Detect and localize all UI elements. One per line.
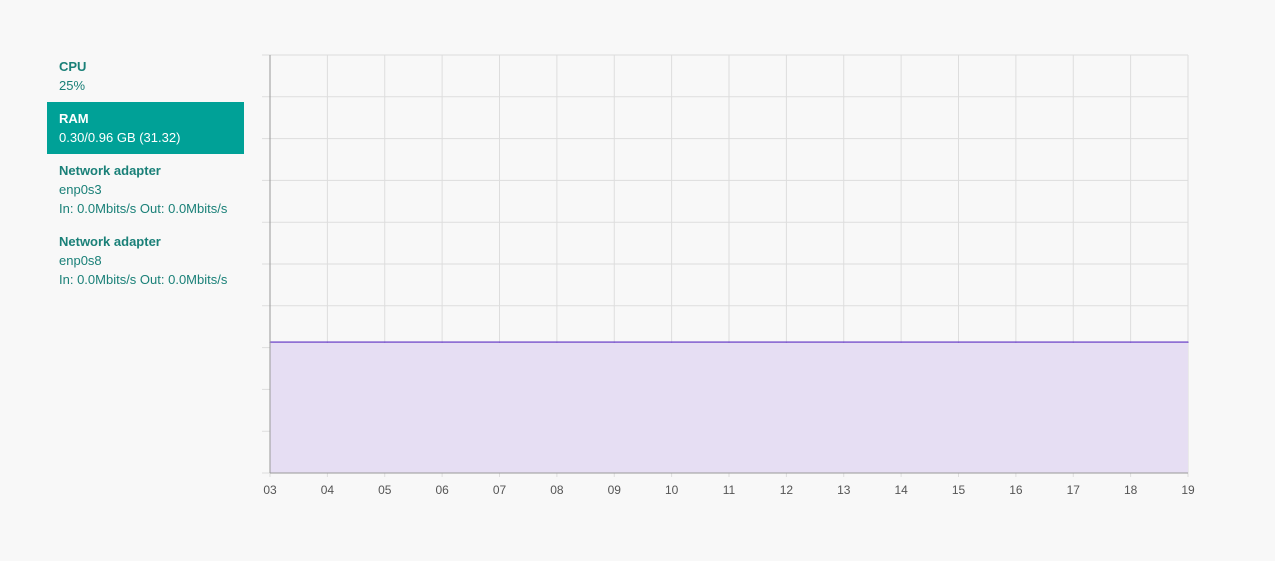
resource-sidebar: CPU 25% RAM 0.30/0.96 GB (31.32) Network… [47,50,244,296]
series-point [728,341,730,343]
sidebar-item-title: Network adapter [59,163,161,178]
series-point [785,341,787,343]
series-point [900,341,902,343]
x-tick-label: 13 [837,483,851,497]
sidebar-item-value: 25% [59,78,86,93]
sidebar-item-ram[interactable]: RAM 0.30/0.96 GB (31.32) [47,102,244,154]
series-point [1130,341,1132,343]
series-point [441,341,443,343]
sidebar-item-title: Network adapter [59,234,161,249]
x-tick-label: 17 [1067,483,1081,497]
sidebar-item-throughput: In: 0.0Mbits/s Out: 0.0Mbits/s [59,201,228,216]
series-point [1187,341,1189,343]
x-tick-label: 16 [1009,483,1023,497]
series-point [957,341,960,343]
x-tick-label: 04 [321,483,335,497]
sidebar-item-title: CPU [59,59,87,74]
x-tick-label: 12 [780,483,794,497]
x-tick-label: 08 [550,483,564,497]
sidebar-item-throughput: In: 0.0Mbits/s Out: 0.0Mbits/s [59,272,228,287]
x-tick-label: 06 [435,483,449,497]
x-tick-label: 10 [665,483,679,497]
sidebar-item-interface: enp0s8 [59,253,102,268]
x-tick-label: 03 [263,483,277,497]
sidebar-item-network-enp0s8[interactable]: Network adapter enp0s8 In: 0.0Mbits/s Ou… [47,225,244,296]
series-point [498,341,501,343]
chart-series [269,341,1189,473]
x-tick-label: 15 [952,483,966,497]
x-tick-label: 11 [723,483,736,497]
series-point [384,341,386,343]
x-tick-label: 18 [1124,483,1138,497]
sidebar-item-network-enp0s3[interactable]: Network adapter enp0s3 In: 0.0Mbits/s Ou… [47,154,244,225]
x-tick-label: 14 [894,483,908,497]
series-point [613,341,615,343]
chart-x-ticks: 03 04 05 06 07 08 09 10 11 12 13 14 15 16 17 18 19 [263,483,1195,497]
x-tick-label: 09 [608,483,622,497]
series-area [270,342,1188,473]
series-point [843,341,845,343]
series-point [1015,341,1017,343]
series-point [326,341,328,343]
sidebar-item-title: RAM [59,111,89,126]
sidebar-item-interface: enp0s3 [59,182,102,197]
sidebar-item-cpu[interactable]: CPU 25% [47,50,244,102]
chart-axes [269,55,1188,474]
x-tick-label: 05 [378,483,392,497]
series-point [671,341,673,343]
x-tick-label: 07 [493,483,507,497]
series-point [1072,341,1074,343]
sidebar-item-value: 0.30/0.96 GB (31.32) [59,130,181,145]
x-tick-label: 19 [1181,483,1195,497]
series-point [556,341,558,343]
